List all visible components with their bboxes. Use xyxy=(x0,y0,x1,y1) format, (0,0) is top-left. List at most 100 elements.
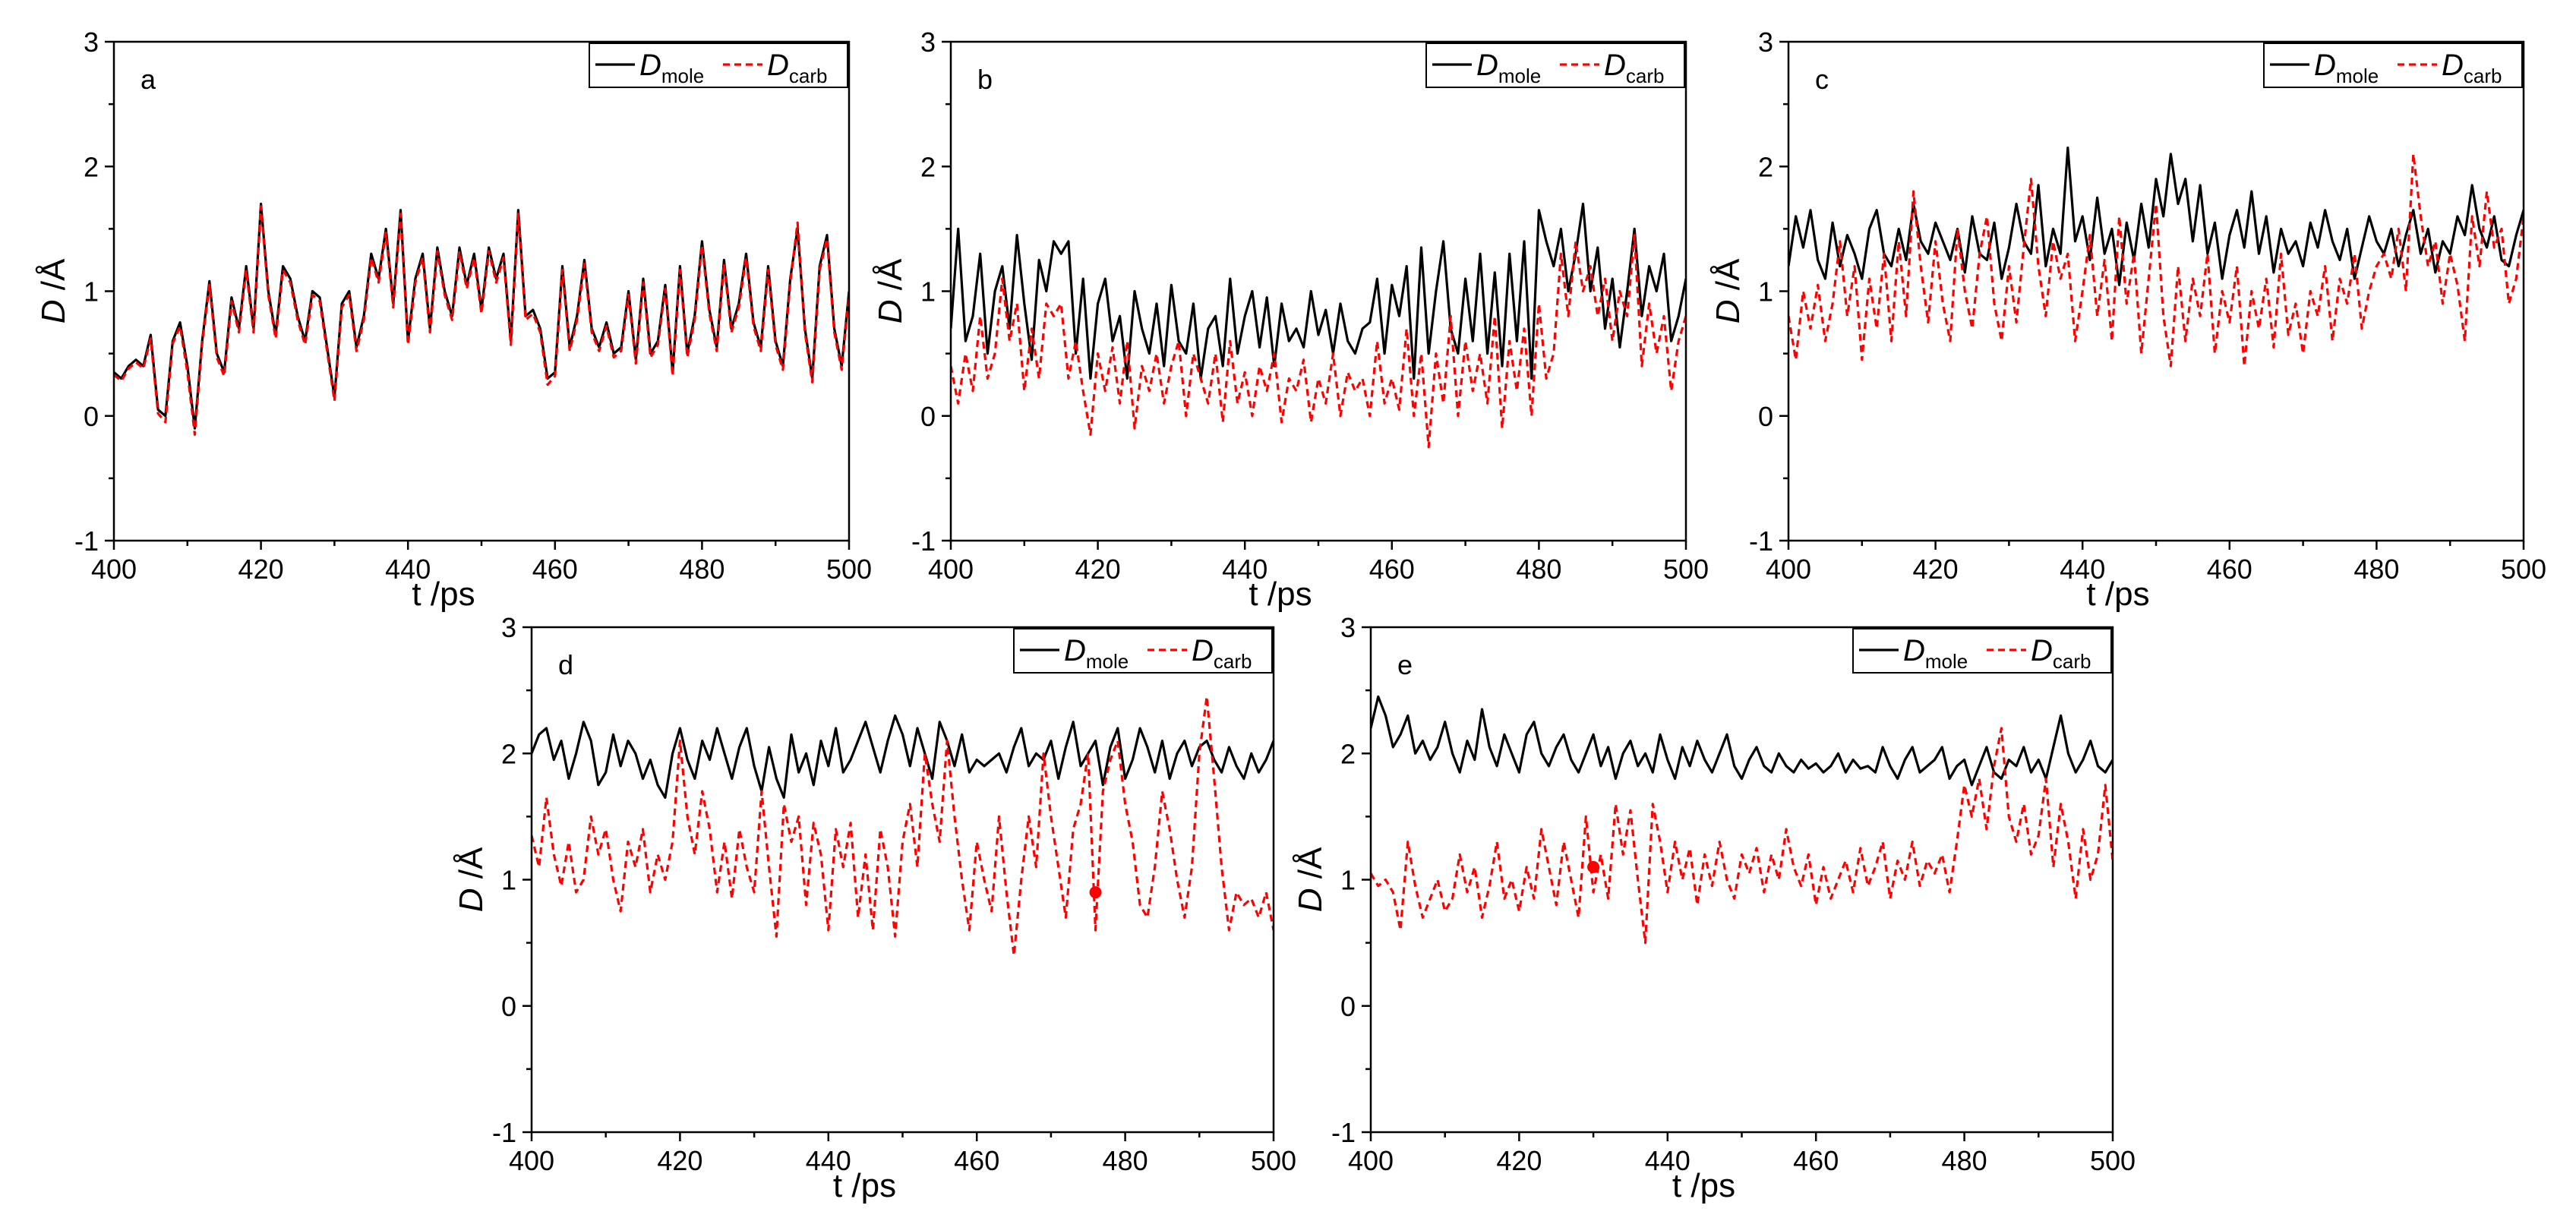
y-axis-title: D /Å xyxy=(872,258,909,323)
x-tick-label: 400 xyxy=(1766,554,1811,585)
x-tick-label: 420 xyxy=(1496,1145,1542,1176)
legend-label-carb: Dcarb xyxy=(767,49,827,87)
x-tick-label: 440 xyxy=(1222,554,1267,585)
series-line-d-carb xyxy=(114,205,849,437)
x-tick-label: 440 xyxy=(806,1145,851,1176)
x-tick-label: 480 xyxy=(679,554,724,585)
legend-label-mole: Dmole xyxy=(639,49,704,87)
x-tick-label: 400 xyxy=(91,554,137,585)
legend: Dmole Dcarb xyxy=(1013,628,1273,674)
x-tick-label: 400 xyxy=(509,1145,554,1176)
x-axis-title: t /ps xyxy=(833,1167,896,1204)
x-tick-label: 420 xyxy=(1075,554,1121,585)
y-axis-title: D /Å xyxy=(453,847,490,912)
plot-frame xyxy=(1369,626,2114,1134)
series-line-d-mole xyxy=(532,714,1274,800)
y-tick-label: 0 xyxy=(84,401,99,432)
legend: Dmole Dcarb xyxy=(1852,628,2112,674)
x-tick-label: 460 xyxy=(1793,1145,1839,1176)
x-tick-label: 460 xyxy=(954,1145,999,1176)
legend: Dmole Dcarb xyxy=(2263,43,2523,88)
plot-frame xyxy=(1787,40,2525,542)
y-tick-label: 0 xyxy=(1340,991,1356,1022)
y-tick-label: 1 xyxy=(1340,865,1356,896)
x-tick-label: 460 xyxy=(2207,554,2252,585)
y-tick-label: 0 xyxy=(501,991,516,1022)
legend-label-carb: Dcarb xyxy=(2442,49,2502,87)
legend: Dmole Dcarb xyxy=(589,43,848,88)
y-tick-label: 3 xyxy=(920,27,936,58)
legend-label-mole: Dmole xyxy=(1064,634,1129,673)
legend-label-mole: Dmole xyxy=(1903,634,1968,673)
y-tick-label: 2 xyxy=(1758,151,1773,182)
y-tick-label: 1 xyxy=(501,865,516,896)
y-axis-title: D /Å xyxy=(35,258,72,323)
legend-label-mole: Dmole xyxy=(2314,49,2379,87)
marker-dot xyxy=(1089,886,1102,899)
x-tick-label: 460 xyxy=(1369,554,1415,585)
x-tick-label: 500 xyxy=(1663,554,1709,585)
x-tick-label: 420 xyxy=(657,1145,702,1176)
x-tick-label: 500 xyxy=(1251,1145,1296,1176)
y-tick-label: 2 xyxy=(1340,738,1356,769)
x-tick-label: 440 xyxy=(1645,1145,1690,1176)
x-tick-label: 440 xyxy=(2060,554,2105,585)
x-tick-label: 500 xyxy=(2090,1145,2136,1176)
legend-label-carb: Dcarb xyxy=(2031,634,2091,673)
y-tick-label: 0 xyxy=(920,401,936,432)
x-tick-label: 420 xyxy=(238,554,284,585)
marker-dot xyxy=(1587,860,1600,873)
series-line-d-carb xyxy=(951,234,1686,449)
x-tick-label: 480 xyxy=(1942,1145,1987,1176)
panel-label: c xyxy=(1815,64,1829,95)
y-tick-label: 1 xyxy=(920,276,936,308)
series-line-d-mole xyxy=(951,202,1686,380)
legend-label-carb: Dcarb xyxy=(1192,634,1252,673)
y-tick-label: -1 xyxy=(1331,1117,1356,1148)
x-axis-title: t /ps xyxy=(2086,576,2149,613)
series-line-d-mole xyxy=(114,202,849,430)
y-axis-title: D /Å xyxy=(1709,258,1747,323)
y-tick-label: 2 xyxy=(920,151,936,182)
x-axis-title: t /ps xyxy=(1672,1167,1735,1204)
y-tick-label: 2 xyxy=(84,151,99,182)
x-tick-label: 480 xyxy=(1516,554,1561,585)
y-axis-title: D /Å xyxy=(1292,847,1329,912)
panel-label: e xyxy=(1397,649,1413,680)
x-tick-label: 440 xyxy=(385,554,431,585)
x-tick-label: 460 xyxy=(532,554,578,585)
y-tick-label: 3 xyxy=(1758,27,1773,58)
x-tick-label: 480 xyxy=(1103,1145,1148,1176)
legend-label-mole: Dmole xyxy=(1476,49,1541,87)
x-tick-label: 400 xyxy=(1348,1145,1394,1176)
series-line-d-carb xyxy=(532,695,1274,957)
y-tick-label: 3 xyxy=(1340,612,1356,643)
y-tick-label: 2 xyxy=(501,738,516,769)
plot-frame xyxy=(112,40,851,542)
y-tick-label: -1 xyxy=(492,1117,516,1148)
panel-label: a xyxy=(140,64,156,95)
x-axis-title: t /ps xyxy=(1249,576,1312,613)
x-tick-label: 420 xyxy=(1913,554,1959,585)
y-tick-label: -1 xyxy=(74,525,99,557)
y-tick-label: 1 xyxy=(1758,276,1773,308)
plot-frame xyxy=(949,40,1687,542)
series-line-d-carb xyxy=(1371,727,2113,945)
y-tick-label: -1 xyxy=(911,525,936,557)
x-tick-label: 500 xyxy=(2501,554,2546,585)
x-tick-label: 500 xyxy=(826,554,872,585)
panel-label: d xyxy=(558,649,573,680)
plot-frame xyxy=(530,626,1275,1134)
y-tick-label: 1 xyxy=(84,276,99,308)
y-tick-label: 0 xyxy=(1758,401,1773,432)
series-line-d-mole xyxy=(1371,695,2113,787)
y-tick-label: 3 xyxy=(84,27,99,58)
panel-label: b xyxy=(977,64,993,95)
x-tick-label: 480 xyxy=(2353,554,2399,585)
